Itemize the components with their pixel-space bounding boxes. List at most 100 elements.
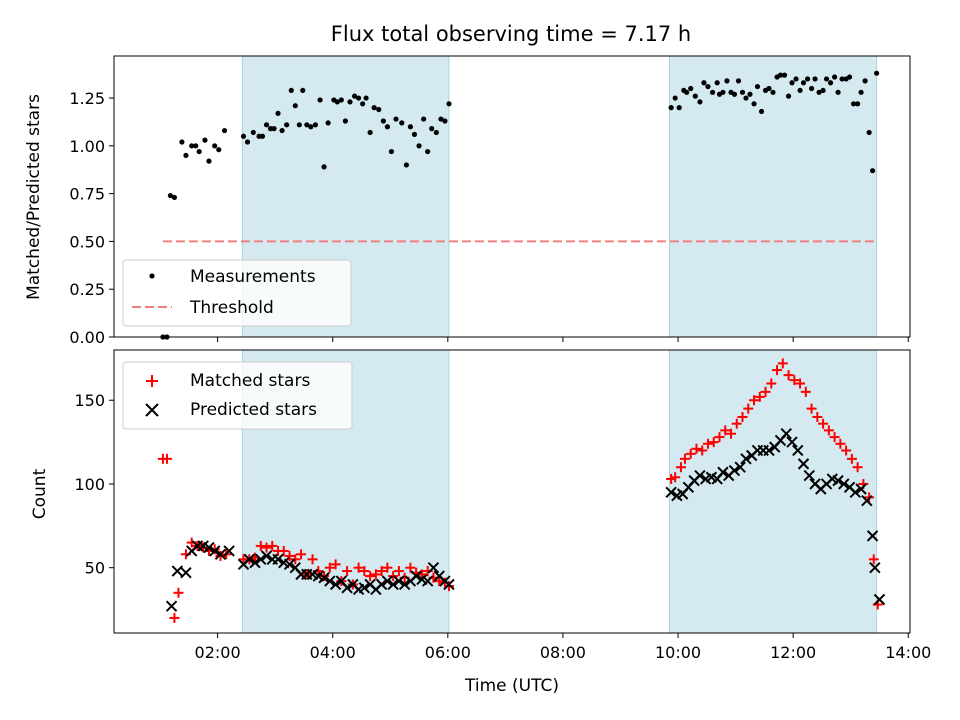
measurement-point [202,137,208,143]
predicted-stars-point [324,575,336,587]
measurement-point [735,78,742,84]
matched-stars-point [766,378,777,389]
measurement-point [367,129,373,136]
predicted-stars-point [740,453,752,465]
predicted-stars-point [272,553,284,566]
measurement-point [724,78,730,84]
measurement-point [785,93,792,99]
measurement-point [684,89,690,95]
x-axis-label: Time (UTC) [464,676,559,696]
measurement-point [308,124,314,130]
matched-stars-point [829,432,840,443]
measurement-point [692,93,698,99]
legend-measurements-label: Measurements [190,267,316,287]
measurement-point [221,127,228,134]
measurement-point [351,93,358,99]
observing-span-1 [668,55,878,338]
matched-stars-point [812,411,823,422]
measurement-point [317,97,323,103]
predicted-stars-point [283,558,296,571]
y-tick-label: 150 [74,391,105,410]
matched-stars-point [714,432,725,443]
measurement-point [179,139,185,145]
matched-stars-point [376,566,387,577]
count-y-axis-label: Count [30,468,50,519]
predicted-stars-point [838,478,850,490]
measurement-point [739,89,746,95]
matched-stars-point [685,448,696,459]
matched-stars-point [382,562,393,573]
matched-stars-point [267,540,278,551]
y-tick-label: 0.00 [69,328,105,347]
measurement-point [747,91,753,97]
measurement-point [380,118,386,124]
matched-stars-point [800,386,811,397]
measurement-point [720,89,726,95]
predicted-stars-point [797,458,810,470]
x-tick-label: 08:00 [540,643,586,662]
measurement-point [823,76,830,82]
measurement-point [312,122,319,128]
measurement-point [855,101,861,107]
matched-stars-point [670,472,681,483]
measurement-point [839,76,845,82]
matched-stars-point [841,445,852,456]
x-tick-label: 02:00 [195,643,241,662]
matched-stars-point [760,386,771,397]
predicted-stars-point [318,572,330,584]
matched-stars-point [720,425,731,436]
y-tick-label: 1.00 [69,137,105,156]
measurement-point [869,168,876,174]
measurement-point [832,74,838,80]
predicted-stars-point [792,444,804,457]
predicted-stars-point [869,561,881,574]
measurement-point [433,129,439,136]
predicted-stars-point [243,553,255,566]
predicted-stars-point [786,436,798,448]
measurement-point [858,89,864,95]
measurement-point [438,116,444,122]
measurement-point [244,139,251,145]
matched-stars-point [818,418,829,429]
measurement-point [334,99,340,105]
matched-stars-point [697,445,708,456]
predicted-stars-point [665,486,677,499]
measurement-point [189,143,195,149]
matched-stars-point [691,443,702,454]
legend-predicted-marker [145,403,159,417]
matched-stars-point [434,576,445,587]
measurement-point [812,76,818,82]
matched-stars-point [852,462,863,473]
predicted-stars-point [171,565,184,577]
measurement-point [777,72,784,78]
measurement-point [300,87,306,94]
measurement-point [216,147,222,153]
x-tick-label: 10:00 [655,643,701,662]
predicted-stars-point [398,578,411,591]
predicted-stars-point [223,545,235,557]
predicted-stars-point [410,570,422,582]
measurement-point [321,164,327,170]
measurement-point [250,129,256,136]
measurement-point [304,122,310,128]
measurement-point [275,110,281,116]
measurement-point [442,118,448,124]
predicted-stars-point [165,600,178,612]
measurement-point [808,85,815,92]
matched-stars-point [749,395,760,406]
matched-stars-point [393,566,404,577]
measurement-point [279,127,285,134]
predicted-stars-point [803,469,815,482]
legend-matched-marker [146,375,158,387]
predicted-stars-point [780,428,792,440]
measurement-point [325,120,331,126]
predicted-stars-point [427,561,440,574]
matched-stars-point [777,358,788,369]
matched-stars-point [261,542,272,553]
matched-stars-point [255,540,266,551]
measurement-point [393,116,399,122]
matched-stars-point [161,453,172,464]
predicted-stars-point [873,593,886,606]
matched-stars-point [795,378,806,389]
